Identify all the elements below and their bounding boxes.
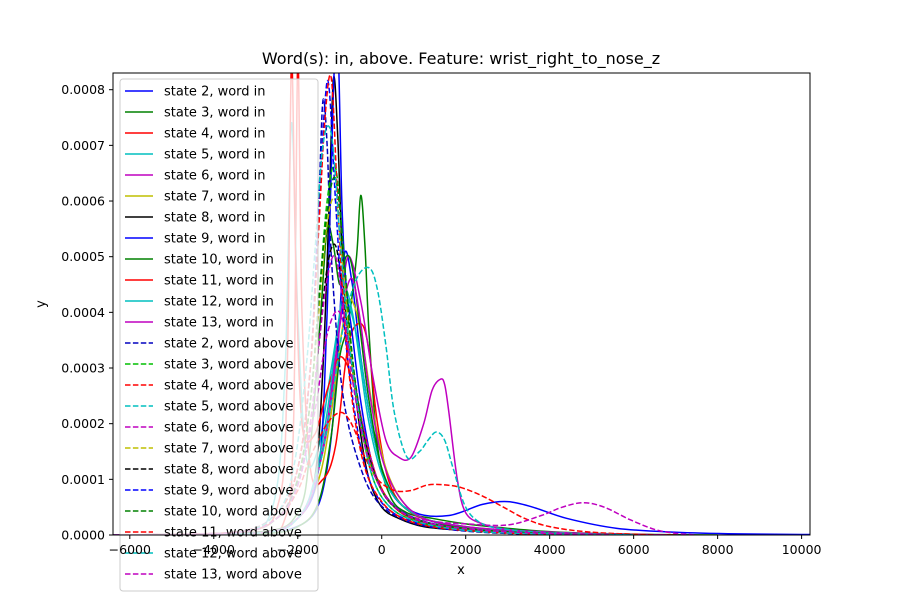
y-tick-label: 0.0003 — [61, 361, 105, 376]
chart-title: Word(s): in, above. Feature: wrist_right… — [262, 49, 660, 69]
y-tick-label: 0.0004 — [61, 305, 105, 320]
series-line-16 — [113, 266, 634, 535]
legend-label: state 9, word in — [164, 232, 266, 247]
y-tick-label: 0.0002 — [61, 416, 105, 431]
legend-label: state 10, word in — [164, 253, 274, 268]
series-line-23 — [113, 125, 634, 535]
legend: state 2, word in state 3, word in state 4,… — [119, 78, 319, 592]
legend-label: state 11, word in — [164, 274, 274, 289]
legend-label: state 7, word in — [164, 190, 266, 205]
legend-label: state 13, word in — [164, 316, 274, 331]
x-tick-label: −4000 — [193, 542, 235, 557]
legend-label: state 13, word above — [164, 568, 302, 583]
x-tick-label: 4000 — [534, 542, 566, 557]
legend-label: state 5, word above — [164, 400, 294, 415]
plot-frame — [112, 72, 811, 536]
x-tick-label: 2000 — [450, 542, 482, 557]
legend-label: state 4, word in — [164, 127, 266, 142]
y-tick-label: 0.0000 — [61, 528, 105, 543]
x-tick-label: 8000 — [702, 542, 734, 557]
series-line-15 — [113, 411, 655, 535]
x-tick-label: −2000 — [277, 542, 319, 557]
legend-label: state 7, word above — [164, 442, 294, 457]
legend-label: state 12, word in — [164, 295, 274, 310]
y-tick-label: 0.0008 — [61, 82, 105, 97]
legend-label: state 8, word in — [164, 211, 266, 226]
x-tick-label: −6000 — [109, 542, 151, 557]
legend-label: state 3, word above — [164, 358, 294, 373]
legend-label: state 2, word in — [164, 85, 266, 100]
legend-label: state 6, word above — [164, 421, 294, 436]
legend-label: state 8, word above — [164, 463, 294, 478]
y-tick-label: 0.0005 — [61, 249, 105, 264]
x-tick-label: 0 — [378, 542, 386, 557]
legend-label: state 2, word above — [164, 337, 294, 352]
y-tick-label: 0.0006 — [61, 194, 105, 209]
legend-label: state 4, word above — [164, 379, 294, 394]
legend-label: state 3, word in — [164, 106, 266, 121]
y-tick-label: 0.0001 — [61, 472, 105, 487]
legend-label: state 10, word above — [164, 505, 302, 520]
axes: −6000 −4000 −2000 0 2000 4000 6000 8000 10000 0.0… — [61, 72, 822, 557]
x-tick-label: 6000 — [618, 542, 650, 557]
legend-label: state 5, word in — [164, 148, 266, 163]
legend-box — [119, 78, 319, 592]
y-tick-label: 0.0007 — [61, 138, 105, 153]
legend-label: state 9, word above — [164, 484, 294, 499]
x-tick-label: 10000 — [782, 542, 822, 557]
legend-label: state 12, word above — [164, 547, 302, 562]
legend-label: state 6, word in — [164, 169, 266, 184]
y-axis-label: y — [34, 300, 49, 308]
legend-label: state 11, word above — [164, 526, 302, 541]
x-axis-label: x — [457, 563, 465, 578]
series-line-2 — [113, 194, 718, 535]
